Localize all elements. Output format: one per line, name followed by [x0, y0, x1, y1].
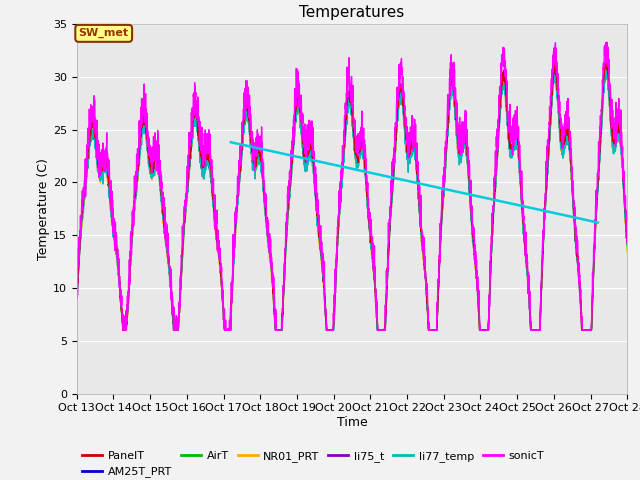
Line: AM25T_PRT: AM25T_PRT	[77, 65, 627, 330]
PanelT	[168, 306, 176, 312]
AirT	[119, 327, 127, 333]
PanelT	[119, 327, 127, 333]
Line: PanelT: PanelT	[77, 57, 627, 330]
AM25T_PRT	[73, 293, 81, 299]
NR01_PRT	[168, 313, 176, 319]
li75_t	[623, 238, 631, 243]
NR01_PRT	[554, 92, 561, 98]
sonicT	[308, 118, 316, 124]
sonicT	[168, 293, 176, 299]
AirT	[613, 135, 621, 141]
li75_t	[120, 327, 127, 333]
sonicT	[136, 133, 143, 139]
PanelT	[73, 284, 81, 290]
sonicT	[623, 240, 631, 246]
NR01_PRT	[308, 151, 316, 156]
AirT	[602, 65, 609, 71]
li77_temp	[623, 243, 631, 249]
AirT	[623, 242, 631, 248]
li75_t	[613, 134, 621, 140]
AM25T_PRT	[623, 241, 631, 247]
li77_temp	[308, 153, 316, 159]
AM25T_PRT	[120, 327, 127, 333]
li77_temp	[284, 210, 292, 216]
li77_temp	[168, 306, 176, 312]
AM25T_PRT	[284, 207, 292, 213]
NR01_PRT	[284, 210, 292, 216]
AM25T_PRT	[613, 138, 621, 144]
li77_temp	[613, 135, 621, 141]
AirT	[554, 91, 561, 97]
Title: Temperatures: Temperatures	[300, 5, 404, 20]
AirT	[284, 211, 292, 216]
sonicT	[119, 327, 127, 333]
PanelT	[308, 147, 316, 153]
li77_temp	[136, 150, 143, 156]
PanelT	[602, 54, 610, 60]
li75_t	[284, 201, 292, 207]
AirT	[73, 289, 81, 295]
li75_t	[73, 290, 81, 296]
li75_t	[136, 147, 143, 153]
sonicT	[554, 70, 561, 76]
PanelT	[284, 206, 292, 212]
li75_t	[554, 83, 561, 89]
PanelT	[623, 240, 631, 245]
PanelT	[613, 128, 621, 134]
NR01_PRT	[613, 133, 621, 139]
Line: AirT: AirT	[77, 68, 627, 330]
sonicT	[284, 183, 292, 189]
li75_t	[168, 308, 176, 314]
li75_t	[308, 151, 316, 157]
X-axis label: Time: Time	[337, 416, 367, 429]
Line: sonicT: sonicT	[77, 42, 627, 330]
NR01_PRT	[136, 147, 143, 153]
Line: li77_temp: li77_temp	[77, 69, 627, 330]
Text: SW_met: SW_met	[79, 28, 129, 38]
li77_temp	[602, 66, 610, 72]
NR01_PRT	[119, 327, 127, 333]
AirT	[168, 309, 176, 315]
Legend: PanelT, AM25T_PRT, AirT, NR01_PRT, li75_t, li77_temp, sonicT: PanelT, AM25T_PRT, AirT, NR01_PRT, li75_…	[83, 451, 544, 478]
li77_temp	[73, 293, 81, 299]
li75_t	[602, 59, 609, 64]
AM25T_PRT	[308, 149, 316, 155]
li77_temp	[120, 327, 127, 333]
Line: li75_t: li75_t	[77, 61, 627, 330]
AM25T_PRT	[168, 310, 176, 316]
Y-axis label: Temperature (C): Temperature (C)	[37, 158, 50, 260]
AM25T_PRT	[603, 62, 611, 68]
NR01_PRT	[623, 250, 631, 255]
PanelT	[136, 142, 143, 148]
sonicT	[603, 39, 611, 45]
sonicT	[613, 127, 621, 132]
AM25T_PRT	[554, 91, 561, 97]
AirT	[308, 153, 316, 159]
AirT	[136, 145, 143, 151]
Line: NR01_PRT: NR01_PRT	[77, 66, 627, 330]
li77_temp	[554, 96, 561, 101]
NR01_PRT	[603, 63, 611, 69]
AM25T_PRT	[136, 148, 143, 154]
sonicT	[73, 285, 81, 290]
PanelT	[554, 88, 561, 94]
NR01_PRT	[73, 296, 81, 301]
